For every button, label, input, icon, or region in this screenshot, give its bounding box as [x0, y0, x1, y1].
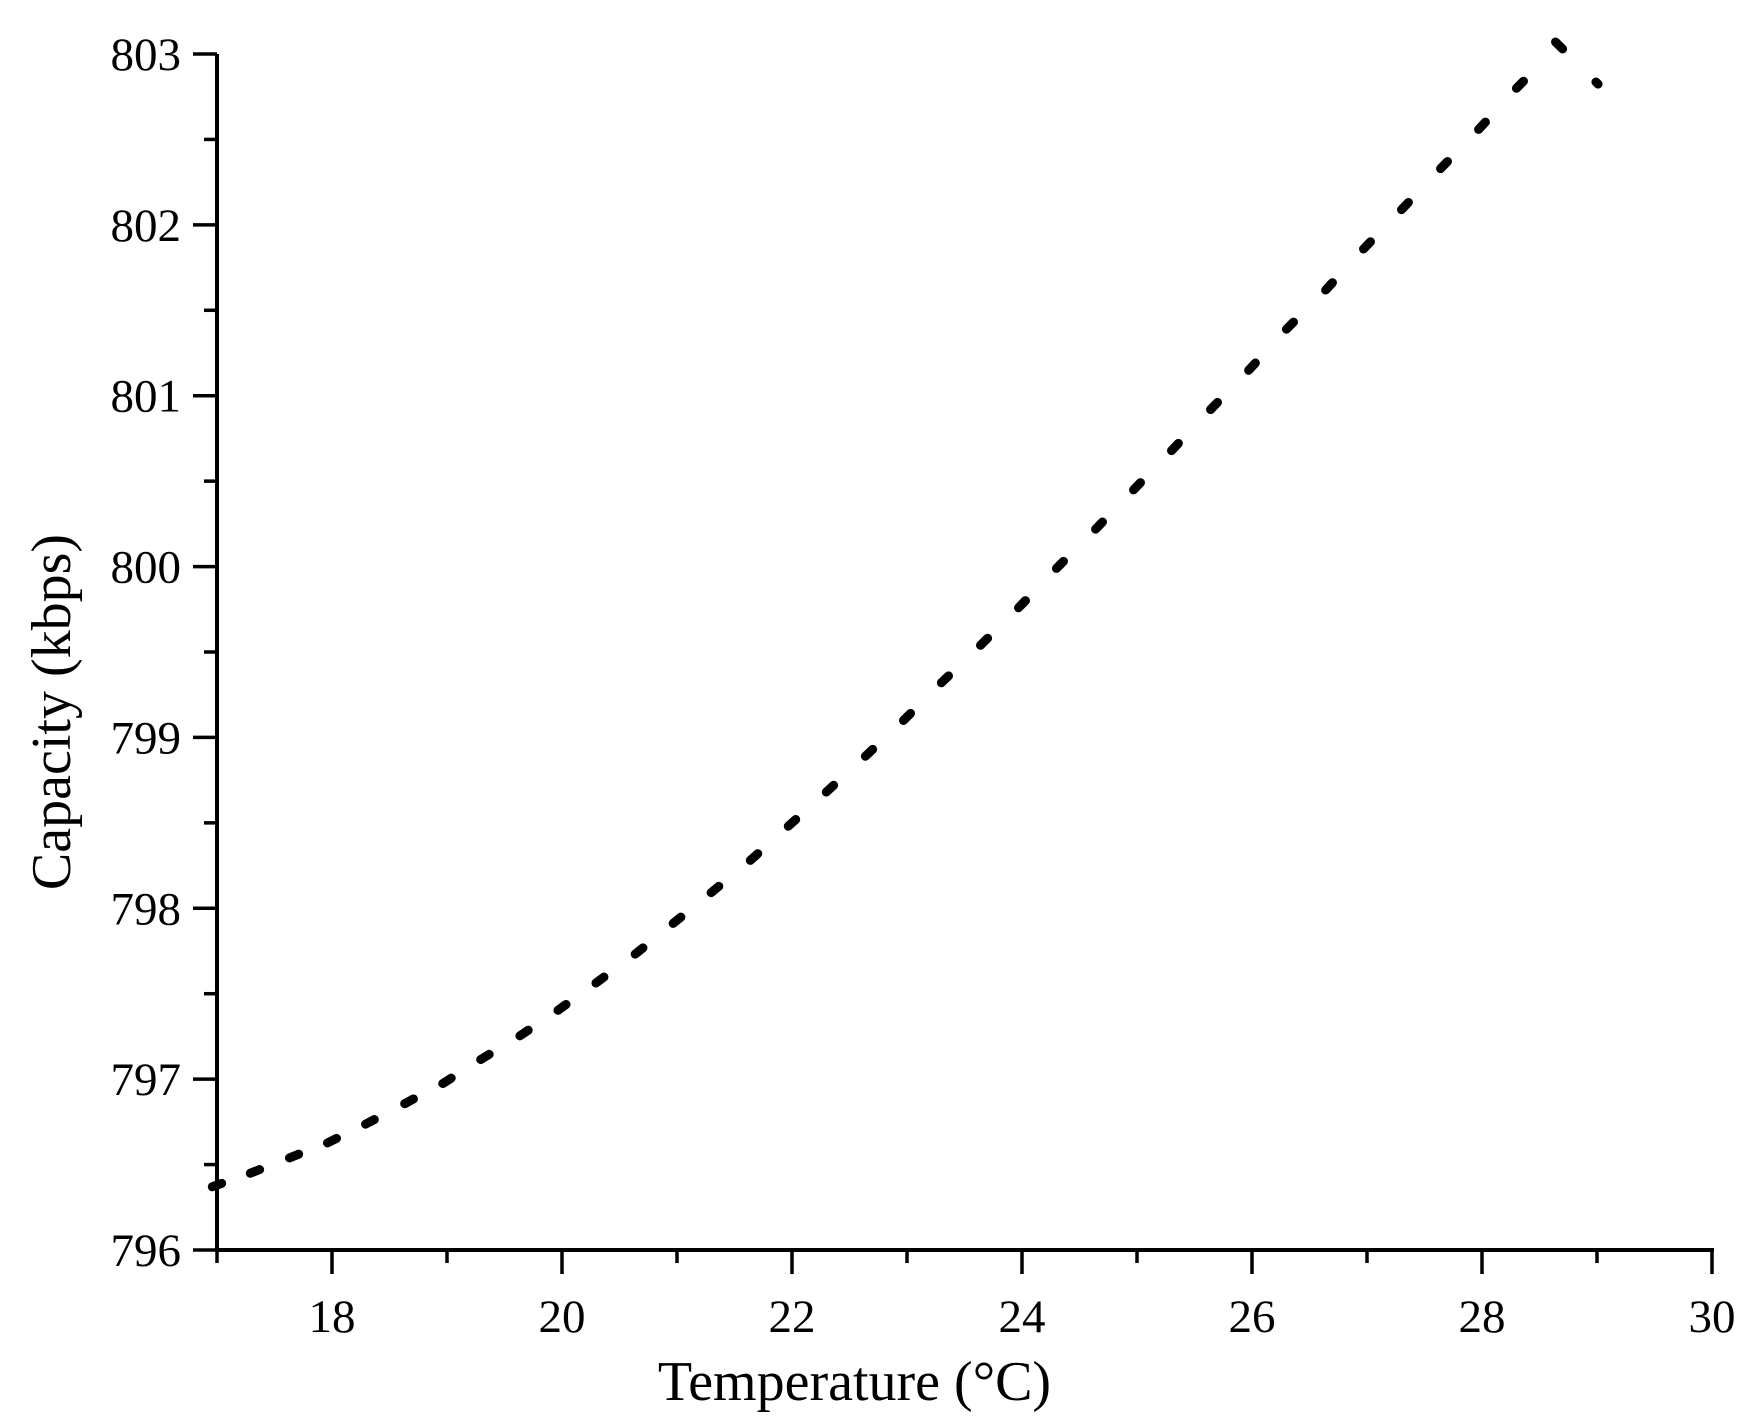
- data-point: [245, 1165, 265, 1178]
- data-point: [476, 1049, 494, 1065]
- data-point: [1550, 37, 1568, 54]
- y-tick-label: 801: [111, 371, 182, 423]
- data-point: [860, 744, 878, 761]
- data-point: [591, 972, 609, 988]
- data-point: [284, 1149, 304, 1163]
- data-point: [323, 1133, 341, 1148]
- data-point: [1129, 478, 1145, 495]
- x-tick-label: 30: [1689, 1291, 1736, 1343]
- axes: [215, 54, 1714, 1252]
- x-tick-label: 28: [1459, 1291, 1506, 1343]
- y-tick-label: 796: [111, 1225, 182, 1277]
- data-point: [668, 912, 686, 928]
- y-tick-label: 797: [111, 1054, 182, 1106]
- data-point: [1166, 438, 1183, 456]
- data-point: [1206, 397, 1223, 415]
- data-point: [936, 671, 954, 688]
- data-point: [207, 1178, 227, 1192]
- x-tick-label: 18: [309, 1291, 356, 1343]
- data-point: [783, 815, 801, 831]
- y-axis-title: Capacity (kbps): [21, 534, 83, 890]
- data-point: [1359, 237, 1375, 254]
- y-tick-label: 802: [111, 200, 182, 252]
- data-point: [745, 849, 763, 865]
- x-tick-label: 26: [1229, 1291, 1276, 1343]
- y-tick-label: 799: [111, 712, 182, 764]
- data-point: [1511, 76, 1528, 93]
- tick-labels: 18 20 22 24 26 28 30 796 797 798 799 800 801 802 803: [111, 29, 1736, 1343]
- data-point: [438, 1073, 456, 1089]
- x-tick-label: 20: [539, 1291, 586, 1343]
- x-tick-label: 22: [769, 1291, 816, 1343]
- y-tick-label: 803: [111, 29, 182, 81]
- x-tick-label: 24: [999, 1291, 1046, 1343]
- data-point: [821, 780, 839, 797]
- data-point: [1091, 517, 1108, 534]
- data-point: [898, 708, 916, 725]
- data-point: [400, 1094, 418, 1109]
- data-point: [1051, 556, 1068, 573]
- data-point: [1436, 156, 1453, 174]
- y-tick-label: 798: [111, 883, 182, 935]
- data-point: [975, 633, 993, 650]
- data-point: [1014, 596, 1030, 613]
- data-point: [1281, 317, 1298, 334]
- data-point: [706, 881, 724, 898]
- data-point: [515, 1025, 533, 1041]
- x-axis-title: Temperature (°C): [658, 1351, 1051, 1413]
- ticks: [193, 52, 1714, 1274]
- data-series: [207, 37, 1603, 1192]
- y-tick-label: 800: [111, 542, 182, 594]
- data-point: [1591, 77, 1603, 89]
- data-point: [1244, 358, 1260, 375]
- data-point: [1474, 117, 1490, 134]
- data-point: [1321, 278, 1337, 295]
- data-point: [1396, 197, 1413, 215]
- data-point: [630, 943, 648, 959]
- data-point: [553, 999, 571, 1015]
- data-point: [361, 1115, 379, 1129]
